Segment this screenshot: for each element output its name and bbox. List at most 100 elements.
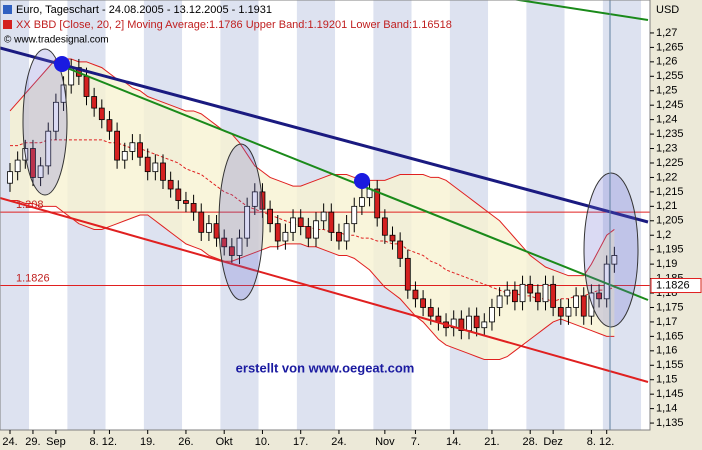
x-tick-label: 19. xyxy=(140,436,155,448)
candle-body xyxy=(389,234,396,242)
x-tick-label: 8. xyxy=(90,436,99,448)
candle-body xyxy=(205,223,212,233)
candle-body xyxy=(534,292,541,303)
y-tick-label: 1,27 xyxy=(656,27,677,39)
candle-body xyxy=(53,101,59,132)
candle-body xyxy=(37,165,44,178)
y-tick-label: 1,205 xyxy=(656,215,684,227)
y-tick-label: 1,195 xyxy=(656,244,684,256)
y-tick-label: 1,25 xyxy=(656,85,677,97)
x-tick-label: 26. xyxy=(178,436,193,448)
candle-body xyxy=(473,315,480,329)
candle-body xyxy=(320,211,327,222)
chart-title: Euro, Tageschart - 24.08.2005 - 13.12.20… xyxy=(16,4,272,16)
candle-body xyxy=(175,188,182,201)
candle-body xyxy=(274,223,281,242)
x-tick-label: Okt xyxy=(216,436,233,448)
candle-body xyxy=(481,321,488,329)
candle-body xyxy=(466,315,472,331)
highlight-ellipse xyxy=(22,48,68,196)
candle-body xyxy=(611,255,618,265)
candle-body xyxy=(236,237,243,256)
y-tick-label: 1,155 xyxy=(656,359,684,371)
x-tick-label: Sep xyxy=(46,436,66,448)
candle-body xyxy=(573,295,579,308)
candle-body xyxy=(427,307,434,317)
y-tick-label: 1,21 xyxy=(656,200,677,212)
candle-body xyxy=(121,151,128,161)
y-tick-label: 1,17 xyxy=(656,316,677,328)
y-tick-label: 1,265 xyxy=(656,41,684,53)
y-tick-label: 1,26 xyxy=(656,56,677,68)
x-tick-label: 12. xyxy=(102,436,117,448)
y-tick-label: 1,245 xyxy=(656,99,684,111)
x-tick-label: 7. xyxy=(411,436,420,448)
y-tick-label: 1,14 xyxy=(656,403,677,415)
trend-line xyxy=(0,46,649,224)
candle-body xyxy=(160,162,166,181)
candle-body xyxy=(458,318,465,331)
candle-body xyxy=(129,142,136,152)
y-tick-label: 1,2 xyxy=(656,229,671,241)
x-tick-label: 29. xyxy=(25,436,40,448)
source: © www.tradesignal.com xyxy=(4,35,109,46)
candle-body xyxy=(144,156,151,173)
candle-body xyxy=(550,283,557,308)
y-tick-label: 1,16 xyxy=(656,345,677,357)
candle-body xyxy=(30,148,36,178)
y-tick-label: 1,135 xyxy=(656,417,684,429)
x-tick-label: 12. xyxy=(599,436,614,448)
candle-body xyxy=(580,295,587,317)
x-tick-label: 10. xyxy=(255,436,270,448)
candle-body xyxy=(343,223,350,242)
candle-body xyxy=(244,205,251,239)
candle-body xyxy=(565,307,572,317)
title-icon xyxy=(3,5,12,14)
y-tick-label: 1,165 xyxy=(656,330,684,342)
candle-body xyxy=(420,298,427,308)
annotations xyxy=(0,0,649,430)
candle-body xyxy=(557,307,564,317)
candle-body xyxy=(91,96,98,109)
week-stripe xyxy=(0,0,30,430)
highlight-ellipse xyxy=(583,172,639,328)
candle-body xyxy=(45,130,52,167)
candle-body xyxy=(504,289,511,297)
x-tick-label: 28. xyxy=(523,436,538,448)
candle-body xyxy=(290,217,296,233)
x-tick-label: 21. xyxy=(484,436,499,448)
candle-body xyxy=(190,203,197,213)
x-tick-label: 24. xyxy=(331,436,346,448)
x-tick-label: Nov xyxy=(375,436,395,448)
candle-body xyxy=(412,289,419,300)
candle-body xyxy=(351,205,358,225)
week-stripe xyxy=(564,0,603,430)
x-tick-label: 8. xyxy=(587,436,596,448)
candle-body xyxy=(374,188,381,219)
candle-body xyxy=(137,142,143,158)
candle-body xyxy=(83,75,90,97)
level-tag-label: 1.1826 xyxy=(656,279,690,291)
candle-body xyxy=(221,237,228,248)
x-tick-label: 24. xyxy=(2,436,17,448)
indicator-icon xyxy=(3,20,12,29)
trend-line xyxy=(512,0,649,21)
candle-body xyxy=(527,283,534,294)
y-tick-label: 1,215 xyxy=(656,186,684,198)
touch-point xyxy=(354,173,370,189)
y-tick-label: 1,15 xyxy=(656,374,677,386)
y-tick-label: 1,255 xyxy=(656,70,684,82)
level-tag xyxy=(650,278,702,294)
y-axis-label: USD xyxy=(656,4,679,16)
band-fill xyxy=(10,58,615,360)
y-tick-label: 1,225 xyxy=(656,157,684,169)
candle-body xyxy=(7,171,13,184)
y-tick-label: 1,19 xyxy=(656,258,677,270)
plot-border xyxy=(0,0,651,431)
indicator-label: XX BBD [Close, 20, 2] Moving Average:1.1… xyxy=(16,19,452,31)
candle-body xyxy=(183,200,189,204)
x-tick-label: 14. xyxy=(446,436,461,448)
candle-body xyxy=(328,211,335,233)
